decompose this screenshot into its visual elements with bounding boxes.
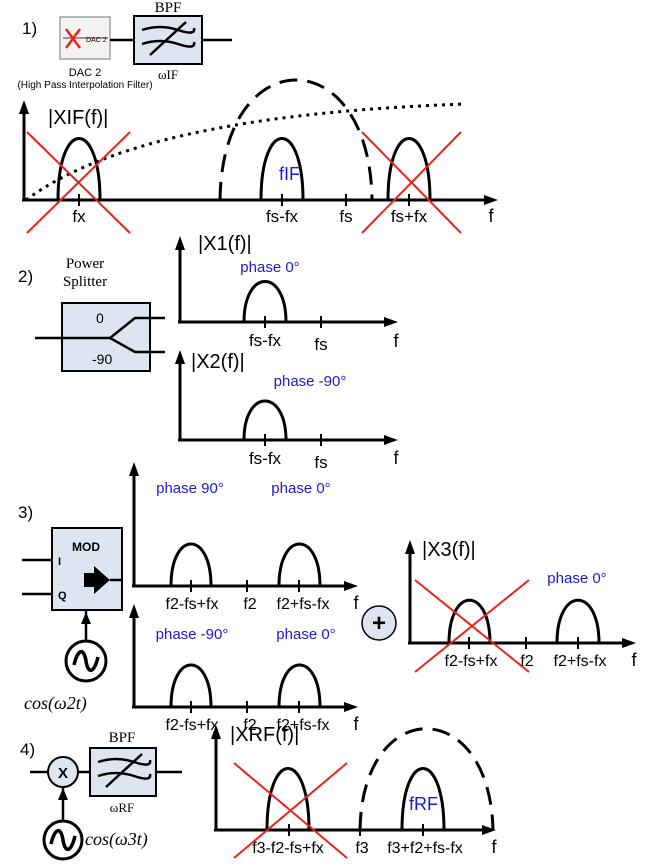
lo-source-3 bbox=[42, 819, 84, 861]
bottom-tick-f2: f2 bbox=[243, 717, 256, 734]
top-phase-left: phase 90° bbox=[156, 480, 224, 497]
x1-title: |X1(f)| bbox=[198, 233, 252, 255]
lobe-fs-plus-fx bbox=[386, 137, 432, 201]
step-4-number: 4) bbox=[20, 740, 35, 759]
xif-title: |XIF(f)| bbox=[48, 107, 108, 129]
mod-q: Q bbox=[58, 590, 67, 602]
port-0: 0 bbox=[96, 310, 104, 326]
splitter-line1: Power bbox=[66, 256, 104, 272]
top-tick-upper: f2+fs-fx bbox=[277, 596, 330, 613]
top-tick-lower: f2-fs+fx bbox=[166, 596, 219, 613]
cross-sum-b bbox=[361, 131, 462, 234]
dac-caption-line1: DAC 2 bbox=[69, 67, 101, 79]
x3-tick-f2: f2 bbox=[520, 653, 533, 670]
bpf-block-2 bbox=[89, 747, 157, 797]
lobe-frf-label: fRF bbox=[409, 794, 438, 814]
x3-title: |X3(f)| bbox=[422, 539, 476, 561]
axis-f-2b: f bbox=[393, 448, 399, 468]
x2-tick-b: fs bbox=[314, 453, 327, 472]
step-3-number: 3) bbox=[18, 503, 33, 522]
axis-f-3b: f bbox=[353, 714, 359, 734]
spectrum-mod-bottom: phase -90° phase 0° f2-fs+fx f2 f2+fs-fx… bbox=[129, 604, 359, 734]
dac-caption-line2: (High Pass Interpolation Filter) bbox=[17, 80, 152, 91]
spectrum-xrf: |XRF(f)| fRF f3-f2-fs+fx f3 f3+f2+fs-fx … bbox=[211, 724, 497, 859]
dac-box-text: DAC 2 bbox=[86, 37, 107, 44]
mixer-label: X bbox=[58, 765, 68, 782]
step-2-number: 2) bbox=[18, 267, 33, 286]
dac-block: DAC 2 bbox=[59, 16, 111, 60]
summing-node: + bbox=[361, 605, 397, 641]
tick-fs: fs bbox=[339, 207, 352, 226]
bottom-phase-left: phase -90° bbox=[156, 626, 229, 643]
power-splitter: 0 -90 bbox=[35, 302, 165, 372]
spectrum-x1: |X1(f)| phase 0° fs-fx fs f bbox=[175, 233, 399, 354]
x1-phase: phase 0° bbox=[240, 259, 299, 276]
bpf-block-1 bbox=[133, 15, 203, 65]
bpf-2-label: BPF bbox=[109, 730, 136, 746]
tick-fx: fx bbox=[72, 207, 86, 226]
bpf-1-label: BPF bbox=[155, 0, 182, 16]
iq-modulator: MOD I Q bbox=[22, 527, 123, 640]
tick-fs-minus-fx: fs-fx bbox=[266, 207, 299, 226]
axis-f-4: f bbox=[491, 837, 497, 857]
splitter-line2: Splitter bbox=[63, 274, 107, 290]
mixer: X bbox=[47, 756, 79, 788]
x3-tick-lower: f2-fs+fx bbox=[445, 653, 498, 670]
plus-sign: + bbox=[372, 610, 386, 637]
lobe-fif bbox=[259, 137, 305, 201]
axis-f-1: f bbox=[488, 206, 494, 226]
step-1-number: 1) bbox=[22, 19, 37, 38]
lobe-fx bbox=[56, 137, 102, 201]
xrf-tick-image: f3-f2-fs+fx bbox=[252, 840, 324, 857]
axis-f-3a: f bbox=[353, 593, 359, 613]
cross-fx-b bbox=[26, 131, 131, 234]
lo-label-2: cos(ω2t) bbox=[24, 693, 87, 714]
xrf-tick-f3: f3 bbox=[355, 840, 368, 857]
mod-label: MOD bbox=[72, 540, 100, 554]
spectrum-xif: |XIF(f)| fIF fx fs-fx fs fs+fx f bbox=[19, 78, 498, 234]
lobe-fif-label: fIF bbox=[279, 164, 300, 184]
xrf-tick-rf: f3+f2+fs-fx bbox=[387, 840, 463, 857]
xrf-title: |XRF(f)| bbox=[230, 724, 299, 746]
port-90: -90 bbox=[92, 351, 112, 367]
tick-fs-plus-fx: fs+fx bbox=[391, 207, 428, 226]
spectrum-x3: |X3(f)| phase 0° f2-fs+fx f2 f2+fs-fx f bbox=[405, 539, 637, 673]
x3-tick-upper: f2+fs-fx bbox=[554, 653, 607, 670]
x2-phase: phase -90° bbox=[274, 373, 347, 390]
spectrum-mod-top: phase 90° phase 0° f2-fs+fx f2 f2+fs-fx … bbox=[129, 462, 359, 613]
x1-tick-a: fs-fx bbox=[249, 331, 282, 350]
bottom-phase-right: phase 0° bbox=[276, 626, 335, 643]
bottom-tick-upper: f2+fs-fx bbox=[277, 717, 330, 734]
x2-tick-a: fs-fx bbox=[249, 449, 282, 468]
bpf-2-caption: ωRF bbox=[110, 800, 134, 815]
lo-label-3: cos(ω3t) bbox=[85, 829, 148, 850]
axis-f-2a: f bbox=[393, 331, 399, 351]
top-tick-f2: f2 bbox=[243, 596, 256, 613]
x3-phase: phase 0° bbox=[547, 570, 606, 587]
lo-source-2 bbox=[64, 639, 108, 683]
bottom-tick-lower: f2-fs+fx bbox=[166, 717, 219, 734]
top-phase-right: phase 0° bbox=[271, 480, 330, 497]
axis-f-3c: f bbox=[631, 650, 637, 670]
x1-tick-b: fs bbox=[314, 335, 327, 354]
spectrum-x2: |X2(f)| phase -90° fs-fx fs f bbox=[175, 350, 399, 472]
bpf-1-caption: ωIF bbox=[158, 67, 178, 82]
mod-i: I bbox=[58, 556, 61, 568]
x2-title: |X2(f)| bbox=[191, 351, 245, 373]
